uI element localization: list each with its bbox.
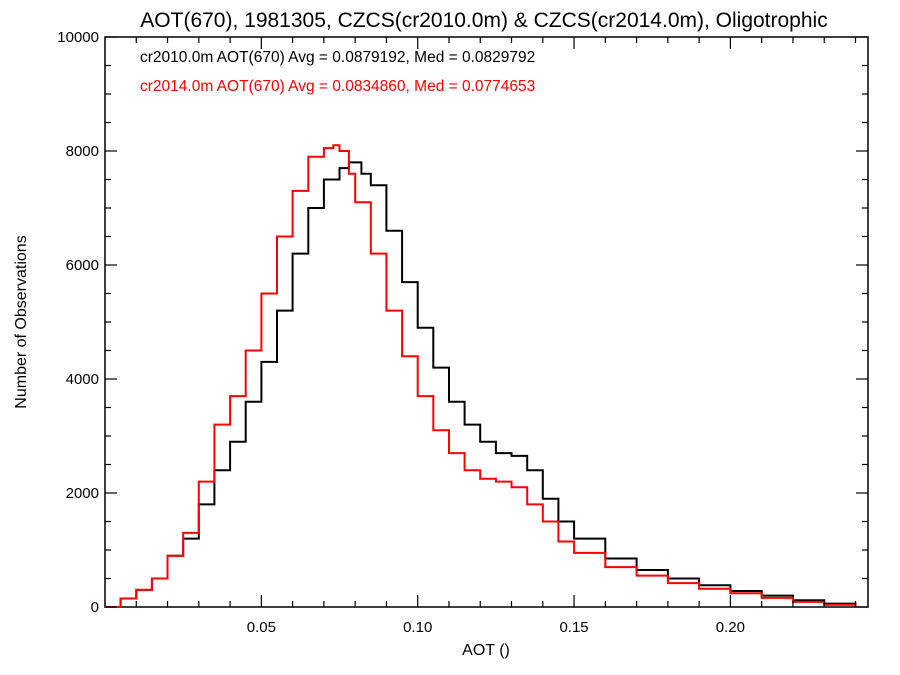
annotation-cr2014: cr2014.0m AOT(670) Avg = 0.0834860, Med … [140, 78, 535, 95]
x-tick-label: 0.10 [403, 619, 432, 636]
x-axis-label: AOT () [462, 642, 510, 659]
y-tick-label: 10000 [57, 29, 99, 46]
series-line-1 [105, 144, 857, 608]
chart-title: AOT(670), 1981305, CZCS(cr2010.0m) & CZC… [140, 9, 827, 32]
x-tick-label: 0.05 [247, 619, 276, 636]
y-tick-label: 8000 [66, 143, 99, 160]
plot-area: 0.05 0.10 0.15 0.20 0 2000 4000 6000 8000 10000 [57, 29, 869, 636]
ticks-layer: 0.05 0.10 0.15 0.20 0 2000 4000 6000 8000 10000 [57, 29, 868, 636]
y-tick-label: 4000 [66, 371, 99, 388]
y-tick-label: 6000 [66, 257, 99, 274]
plot-frame [104, 36, 869, 608]
x-tick-label: 0.15 [559, 619, 588, 636]
y-axis-label: Number of Observations [13, 235, 30, 408]
x-tick-label: 0.20 [716, 619, 745, 636]
y-tick-label: 2000 [66, 485, 99, 502]
series-layer [105, 144, 857, 608]
y-tick-label: 0 [91, 599, 99, 616]
annotation-cr2010: cr2010.0m AOT(670) Avg = 0.0879192, Med … [140, 49, 535, 66]
series-line-0 [105, 161, 857, 608]
